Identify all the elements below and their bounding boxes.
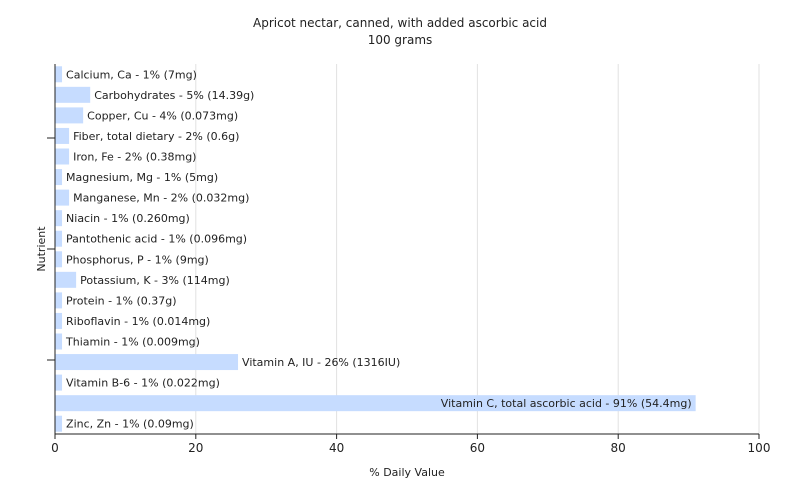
x-tick-label: 60 (470, 441, 485, 455)
x-tick-label: 0 (51, 441, 59, 455)
bar-label: Protein - 1% (0.37g) (66, 294, 177, 307)
bar (55, 395, 696, 412)
chart-title: Apricot nectar, canned, with added ascor… (253, 16, 547, 30)
bar-label: Phosphorus, P - 1% (9mg) (66, 253, 209, 266)
bar-label: Manganese, Mn - 2% (0.032mg) (73, 192, 249, 205)
bar (55, 169, 63, 186)
bar-label: Iron, Fe - 2% (0.38mg) (73, 151, 196, 164)
bar-label: Vitamin A, IU - 26% (1316IU) (242, 356, 400, 369)
bar-label: Carbohydrates - 5% (14.39g) (94, 89, 254, 102)
x-tick-label: 80 (611, 441, 626, 455)
bar (55, 148, 70, 165)
bar-label: Thiamin - 1% (0.009mg) (65, 336, 200, 349)
bar-label: Niacin - 1% (0.260mg) (66, 212, 190, 225)
bar-label: Calcium, Ca - 1% (7mg) (66, 68, 197, 81)
bar (55, 189, 70, 206)
bar (55, 210, 63, 227)
bar (55, 374, 63, 391)
bar-label: Vitamin B-6 - 1% (0.022mg) (66, 377, 220, 390)
bar (55, 86, 91, 103)
bar (55, 415, 63, 432)
bar (55, 271, 77, 288)
bar (55, 251, 63, 268)
bar (55, 127, 70, 144)
bar (55, 230, 63, 247)
bar-label: Vitamin C, total ascorbic acid - 91% (54… (441, 397, 692, 410)
x-axis-label: % Daily Value (369, 466, 445, 479)
bar-label: Zinc, Zn - 1% (0.09mg) (66, 418, 194, 431)
chart-subtitle: 100 grams (367, 33, 433, 47)
x-tick-label: 40 (329, 441, 344, 455)
bar-label: Riboflavin - 1% (0.014mg) (66, 315, 210, 328)
x-tick-label: 100 (748, 441, 771, 455)
x-tick-label: 20 (188, 441, 203, 455)
bar (55, 333, 63, 350)
bar-label: Fiber, total dietary - 2% (0.6g) (73, 130, 239, 143)
bar-label: Potassium, K - 3% (114mg) (80, 274, 230, 287)
bar-label: Magnesium, Mg - 1% (5mg) (66, 171, 218, 184)
bar (55, 66, 63, 83)
bar (55, 292, 63, 309)
bar (55, 107, 84, 124)
bar (55, 354, 239, 371)
y-axis-label: Nutrient (35, 226, 48, 272)
bar (55, 312, 63, 329)
bar-label: Pantothenic acid - 1% (0.096mg) (66, 233, 247, 246)
bar-label: Copper, Cu - 4% (0.073mg) (87, 109, 238, 122)
